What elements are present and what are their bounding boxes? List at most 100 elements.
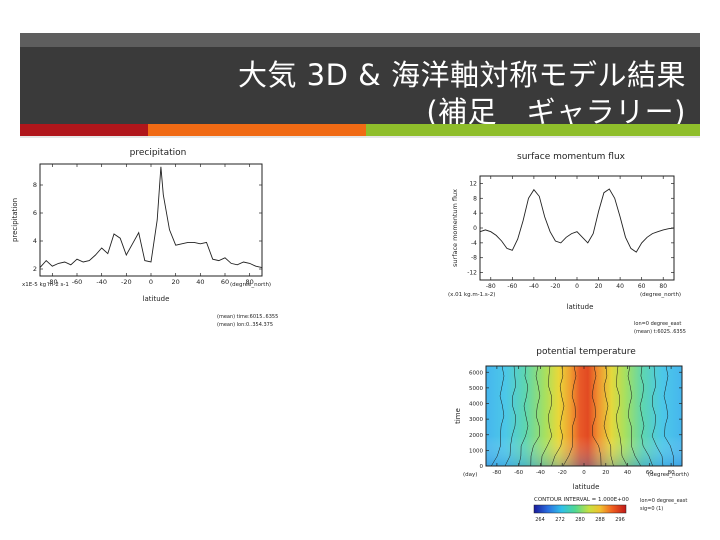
x-tick-label: -80 (486, 283, 496, 290)
potential-temperature-chart: potential temperature (454, 347, 689, 523)
x-tick-label: -40 (96, 278, 107, 286)
x-tick-label: 80 (668, 470, 675, 476)
unit-note: (x.01 kg.m-1.s-2) (448, 292, 495, 298)
contour-line (562, 365, 577, 467)
x-tick-label: 60 (638, 283, 646, 290)
contour-line (651, 365, 664, 467)
contour-line (541, 365, 553, 467)
accent-bar-red (20, 124, 148, 136)
x-tick-label: 60 (646, 470, 653, 476)
y-tick-label: 4 (473, 210, 477, 217)
contour-line (551, 365, 565, 467)
title-band (20, 47, 700, 124)
x-tick-label: 40 (196, 278, 204, 286)
y-tick-label: 5000 (469, 386, 483, 392)
y-tick-label: 0 (473, 225, 477, 232)
x-tick-label: -60 (72, 278, 83, 286)
accent-bar-green (366, 124, 700, 136)
y-tick-label: 12 (469, 180, 477, 187)
contour-line (504, 365, 516, 467)
y-tick-label: 8 (473, 195, 477, 202)
footnote-time: (mean) time:6015..6355 (217, 314, 278, 320)
slide-subtitle: (補足 ギャラリー) (426, 95, 686, 129)
x-tick-label: -80 (492, 470, 501, 476)
contour-line (627, 365, 642, 467)
footnote-time: (mean) t:6025..6355 (634, 329, 686, 335)
y-unit-label: (day) (463, 472, 477, 478)
y-tick-label: 4 (33, 237, 37, 245)
y-tick-label: 2 (33, 265, 37, 273)
momentum-flux-line (479, 188, 675, 253)
footnote-sig: sig=0 (1) (640, 506, 663, 512)
y-tick-label: 1000 (469, 448, 483, 454)
y-tick-label: 8 (33, 181, 37, 189)
colorbar-tick-label: 288 (595, 517, 605, 523)
x-tick-label: 0 (149, 278, 153, 286)
precipitation-line (39, 166, 263, 269)
chart-title: potential temperature (536, 347, 636, 357)
contour-line (518, 365, 529, 467)
y-tick-label: 2000 (469, 433, 483, 439)
x-tick-label: -20 (558, 470, 567, 476)
y-tick-label: 6000 (469, 370, 483, 376)
y-tick-label: 6 (33, 209, 37, 217)
x-tick-label: 60 (221, 278, 229, 286)
colorbar-tick-label: 264 (535, 517, 545, 523)
y-axis-label: precipitation (11, 198, 19, 242)
title-top-bar (20, 33, 700, 47)
plot-frame (479, 175, 675, 281)
y-tick-label: -12 (467, 270, 477, 277)
contour-line (615, 365, 628, 467)
x-tick-label: 20 (595, 283, 603, 290)
top-margin (0, 0, 720, 20)
axis-unit-label: (degree_north) (230, 282, 271, 288)
contour-line (639, 365, 653, 467)
x-tick-label: -20 (121, 278, 132, 286)
chart-title: surface momentum flux (517, 152, 626, 162)
y-tick-label: 4000 (469, 402, 483, 408)
chart-title: precipitation (130, 148, 187, 158)
x-tick-label: 40 (616, 283, 624, 290)
title-shadow (20, 136, 700, 138)
x-tick-label: 20 (602, 470, 609, 476)
slide-title: 大気 3D & 海洋軸対称モデル結果 (237, 58, 686, 92)
accent-bar-orange (148, 124, 366, 136)
contour-line (491, 365, 505, 467)
contour-line (663, 365, 674, 466)
colorbar-tick-label: 272 (555, 517, 565, 523)
unit-note: x1E-5 kg m-2 s-1 (22, 282, 69, 288)
footnote-lon: lon=0 degree_east (634, 321, 681, 327)
colorbar-tick-label: 296 (615, 517, 625, 523)
x-axis-label: latitude (567, 303, 594, 311)
contour-line (530, 365, 541, 467)
footnote-lon: lon=0 degree_east (640, 498, 687, 504)
x-axis-label: latitude (143, 295, 170, 303)
x-tick-label: -80 (47, 278, 58, 286)
y-tick-label: -8 (471, 255, 477, 262)
x-tick-label: 80 (659, 283, 667, 290)
contour-line (591, 365, 602, 467)
x-tick-label: 0 (575, 283, 579, 290)
x-axis-label: latitude (573, 483, 600, 491)
y-axis-label: time (454, 408, 462, 424)
x-tick-label: -40 (529, 283, 539, 290)
heatmap-bottom-shade (486, 436, 682, 466)
y-axis-label: surface momentum flux (451, 189, 459, 267)
axis-unit-label: (degree_north) (648, 472, 689, 478)
x-tick-label: 20 (172, 278, 180, 286)
y-tick-label: 3000 (469, 417, 483, 423)
x-tick-label: 80 (246, 278, 254, 286)
x-tick-label: -60 (514, 470, 523, 476)
x-tick-label: -20 (551, 283, 561, 290)
y-tick-label: -4 (471, 240, 477, 247)
x-tick-label: 0 (582, 470, 586, 476)
contour-line (603, 365, 614, 467)
x-tick-label: -60 (507, 283, 517, 290)
contour-interval-label: CONTOUR INTERVAL = 1.000E+00 (534, 497, 629, 503)
colorbar-tick-label: 280 (575, 517, 585, 523)
axis-unit-label: (degree_north) (640, 292, 681, 298)
colorbar (533, 504, 627, 514)
x-tick-label: 40 (624, 470, 631, 476)
